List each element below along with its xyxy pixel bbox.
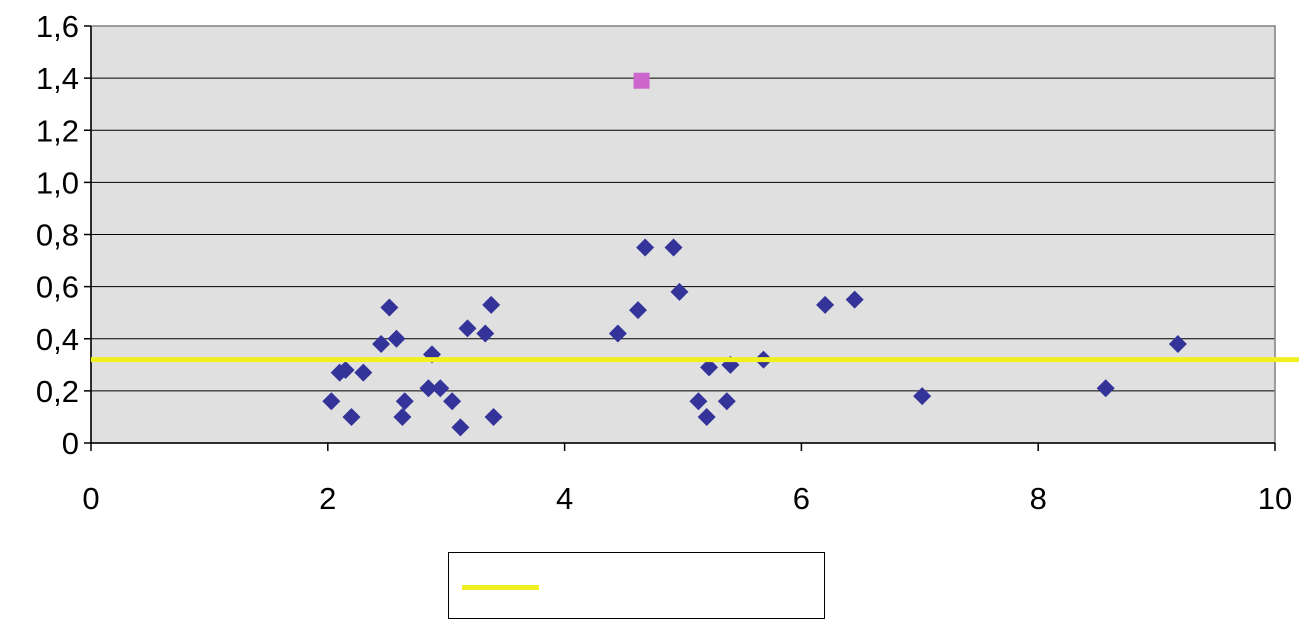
legend <box>448 552 825 619</box>
data-point-diamond <box>717 392 736 411</box>
data-point-diamond <box>700 358 719 377</box>
data-point-diamond <box>629 301 648 320</box>
y-tick-label: 0 <box>62 426 79 461</box>
data-point-diamond <box>913 387 932 406</box>
data-point-diamond <box>451 418 470 437</box>
data-point-diamond <box>354 363 373 382</box>
x-tick-label: 2 <box>319 481 336 516</box>
data-point-diamond <box>689 392 708 411</box>
data-point-diamond <box>1168 334 1187 353</box>
data-point-diamond <box>697 407 716 426</box>
x-tick-label: 0 <box>82 481 99 516</box>
legend-swatch-line <box>462 585 539 590</box>
x-axis: 0 2 4 6 8 10 <box>82 442 1292 516</box>
data-point-diamond <box>395 392 414 411</box>
x-tick-label: 8 <box>1030 481 1047 516</box>
data-point-diamond <box>816 295 835 314</box>
data-point-diamond <box>458 319 477 338</box>
x-tick-label: 6 <box>793 481 810 516</box>
data-point-diamond <box>1096 379 1115 398</box>
data-point-square <box>633 72 650 89</box>
y-tick-label: 0,6 <box>36 270 79 305</box>
data-point-diamond <box>322 392 341 411</box>
data-point-diamond <box>664 238 683 257</box>
data-point-diamond <box>380 298 399 317</box>
data-point-diamond <box>372 334 391 353</box>
data-point-diamond <box>670 282 689 301</box>
y-tick-label: 0,4 <box>36 322 79 357</box>
data-point-diamond <box>342 407 361 426</box>
data-point-diamond <box>476 324 495 343</box>
x-tick-label: 10 <box>1258 481 1292 516</box>
x-tick-label: 4 <box>556 481 573 516</box>
y-tick-label: 1,6 <box>36 9 79 44</box>
y-tick-label: 1,2 <box>36 113 79 148</box>
y-tick-label: 0,8 <box>36 218 79 253</box>
data-point-diamond <box>419 379 438 398</box>
data-point-diamond <box>845 290 864 309</box>
data-point-diamond <box>636 238 655 257</box>
data-point-diamond <box>484 407 503 426</box>
data-point-diamond <box>482 295 501 314</box>
data-point-diamond <box>393 407 412 426</box>
data-point-diamond <box>431 379 450 398</box>
data-point-diamond <box>443 392 462 411</box>
data-point-diamond <box>608 324 627 343</box>
data-point-diamond <box>336 361 355 380</box>
y-tick-label: 1,4 <box>36 61 79 96</box>
data-markers <box>322 72 1187 437</box>
y-tick-label: 1,0 <box>36 165 79 200</box>
y-tick-label: 0,2 <box>36 374 79 409</box>
y-axis: 0 0,2 0,4 0,6 0,8 1,0 1,2 1,4 1,6 <box>36 9 92 461</box>
data-point-diamond <box>387 329 406 348</box>
